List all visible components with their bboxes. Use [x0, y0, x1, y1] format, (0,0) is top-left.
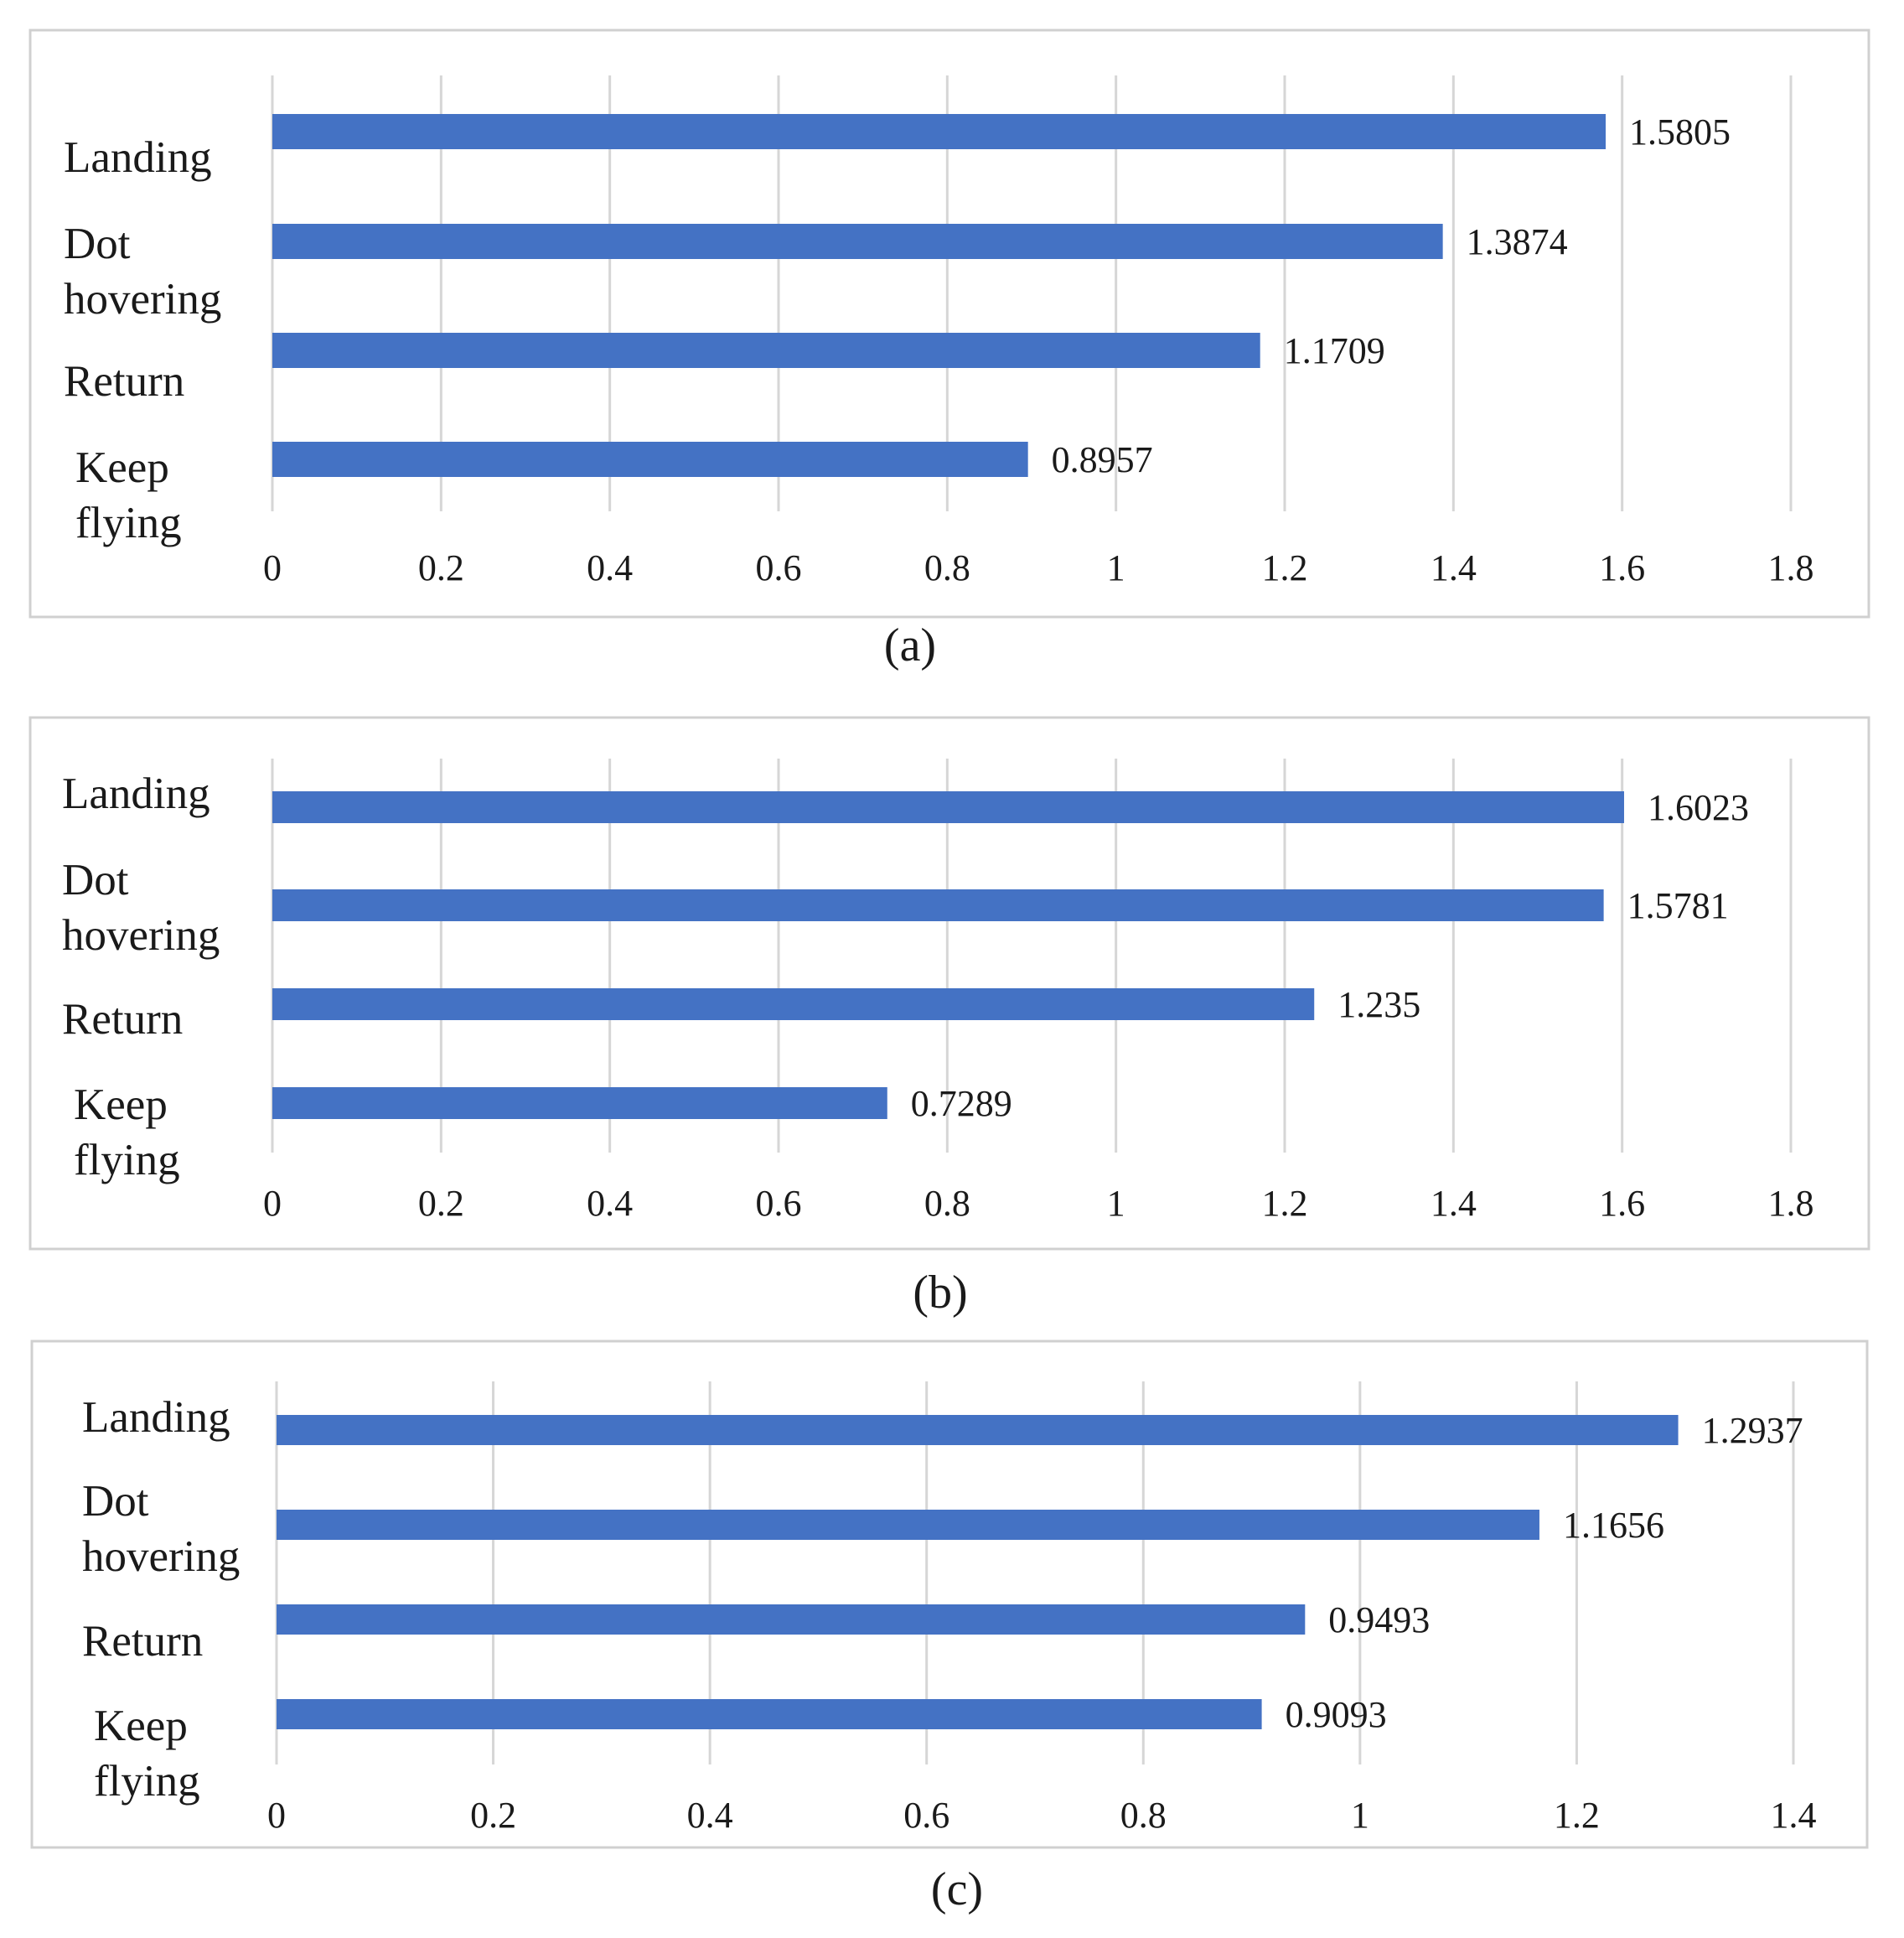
x-tick-label: 0.4 [687, 1795, 733, 1836]
category-label-line: Landing [82, 1393, 230, 1442]
bar [272, 442, 1028, 477]
x-tick-label: 1.6 [1599, 547, 1645, 588]
x-tick-label: 0.2 [418, 1183, 464, 1224]
category-label-line: Dot [62, 856, 129, 904]
category-label: Keep flying [74, 1080, 180, 1184]
x-tick-label: 1 [1107, 1183, 1125, 1224]
x-tick-label: 0 [263, 547, 282, 588]
data-label: 0.8957 [1052, 439, 1153, 480]
category-label-line: hovering [62, 911, 220, 960]
bar [272, 791, 1624, 823]
panel-caption: (a) [884, 619, 936, 671]
category-label-line: Landing [62, 770, 210, 818]
data-label: 0.7289 [911, 1083, 1012, 1124]
x-tick-label: 1 [1107, 547, 1125, 588]
x-tick-label: 1.8 [1768, 547, 1814, 588]
chart-panel-c: 0 0.2 0.4 0.6 0.8 1 1.2 1.4 1.2937 1.1656 0.9493 0.… [30, 1340, 1869, 1915]
x-tick-label: 0.2 [418, 547, 464, 588]
category-label: Landing [82, 1393, 230, 1442]
category-label-line: flying [74, 1136, 180, 1184]
bar [272, 1087, 887, 1119]
category-label: Dot hovering [82, 1477, 240, 1581]
chart-panel-a: 0 0.2 0.4 0.6 0.8 1 1.2 1.4 1.6 1.8 1.5805 1.3874 1.… [28, 28, 1870, 671]
category-label: Dot hovering [64, 220, 221, 324]
x-tick-label: 0.8 [924, 1183, 970, 1224]
bar [272, 224, 1443, 259]
bar [277, 1415, 1679, 1445]
bar [272, 333, 1260, 368]
x-tick-label: 0.6 [756, 547, 802, 588]
x-tick-label: 0.8 [924, 547, 970, 588]
category-label-line: hovering [82, 1532, 240, 1581]
data-label: 1.6023 [1648, 787, 1749, 828]
x-tick-label: 1.8 [1768, 1183, 1814, 1224]
chart-panel-b: 0 0.2 0.4 0.6 0.8 1 1.2 1.4 1.6 1.8 1.6023 1.5781 1.… [28, 716, 1870, 1319]
x-tick-label: 1.6 [1599, 1183, 1645, 1224]
x-tick-label: 1.2 [1262, 547, 1308, 588]
x-tick-label: 0.8 [1120, 1795, 1167, 1836]
category-label-line: Return [82, 1617, 203, 1666]
bar [272, 114, 1606, 149]
category-label: Keep flying [75, 443, 182, 547]
category-label: Return [82, 1617, 203, 1666]
x-tick-label: 0 [263, 1183, 282, 1224]
category-label: Landing [64, 133, 212, 182]
data-label: 0.9093 [1286, 1694, 1387, 1735]
x-tick-label: 1.4 [1431, 547, 1477, 588]
category-label: Landing [62, 770, 210, 818]
panel-caption: (b) [913, 1267, 967, 1319]
bar [277, 1604, 1306, 1635]
x-tick-label: 0.6 [903, 1795, 949, 1836]
x-tick-label: 0 [267, 1795, 286, 1836]
category-label-line: hovering [64, 275, 221, 324]
data-label: 1.3874 [1467, 221, 1568, 262]
data-label: 1.5805 [1629, 111, 1731, 153]
category-label-line: Dot [64, 220, 131, 268]
x-tick-label: 0.2 [470, 1795, 516, 1836]
x-tick-label: 1.2 [1262, 1183, 1308, 1224]
category-label: Dot hovering [62, 856, 220, 960]
data-label: 1.235 [1337, 984, 1420, 1025]
category-label-line: flying [94, 1757, 200, 1806]
category-label-line: Keep [94, 1702, 188, 1750]
category-label-line: flying [75, 499, 182, 547]
data-label: 1.1709 [1284, 330, 1385, 371]
category-label-line: Keep [74, 1080, 168, 1129]
bar [272, 988, 1315, 1020]
data-label: 0.9493 [1328, 1599, 1430, 1640]
x-tick-label: 1.4 [1771, 1795, 1817, 1836]
x-tick-label: 1.2 [1554, 1795, 1600, 1836]
category-label-line: Dot [82, 1477, 149, 1526]
category-label-line: Return [64, 357, 184, 406]
data-label: 1.2937 [1702, 1410, 1803, 1451]
bar [272, 889, 1604, 921]
category-label: Return [64, 357, 184, 406]
x-tick-label: 0.4 [587, 1183, 633, 1224]
x-tick-label: 0.6 [756, 1183, 802, 1224]
bar [277, 1510, 1539, 1540]
panel-caption: (c) [931, 1863, 983, 1915]
category-label: Keep flying [94, 1702, 200, 1806]
category-label: Return [62, 995, 183, 1044]
x-tick-label: 1.4 [1431, 1183, 1477, 1224]
x-tick-label: 1 [1351, 1795, 1369, 1836]
data-label: 1.5781 [1627, 885, 1729, 926]
bar [277, 1699, 1262, 1729]
category-label-line: Return [62, 995, 183, 1044]
data-label: 1.1656 [1563, 1505, 1664, 1546]
category-label-line: Landing [64, 133, 212, 182]
x-tick-label: 0.4 [587, 547, 633, 588]
category-label-line: Keep [75, 443, 169, 492]
